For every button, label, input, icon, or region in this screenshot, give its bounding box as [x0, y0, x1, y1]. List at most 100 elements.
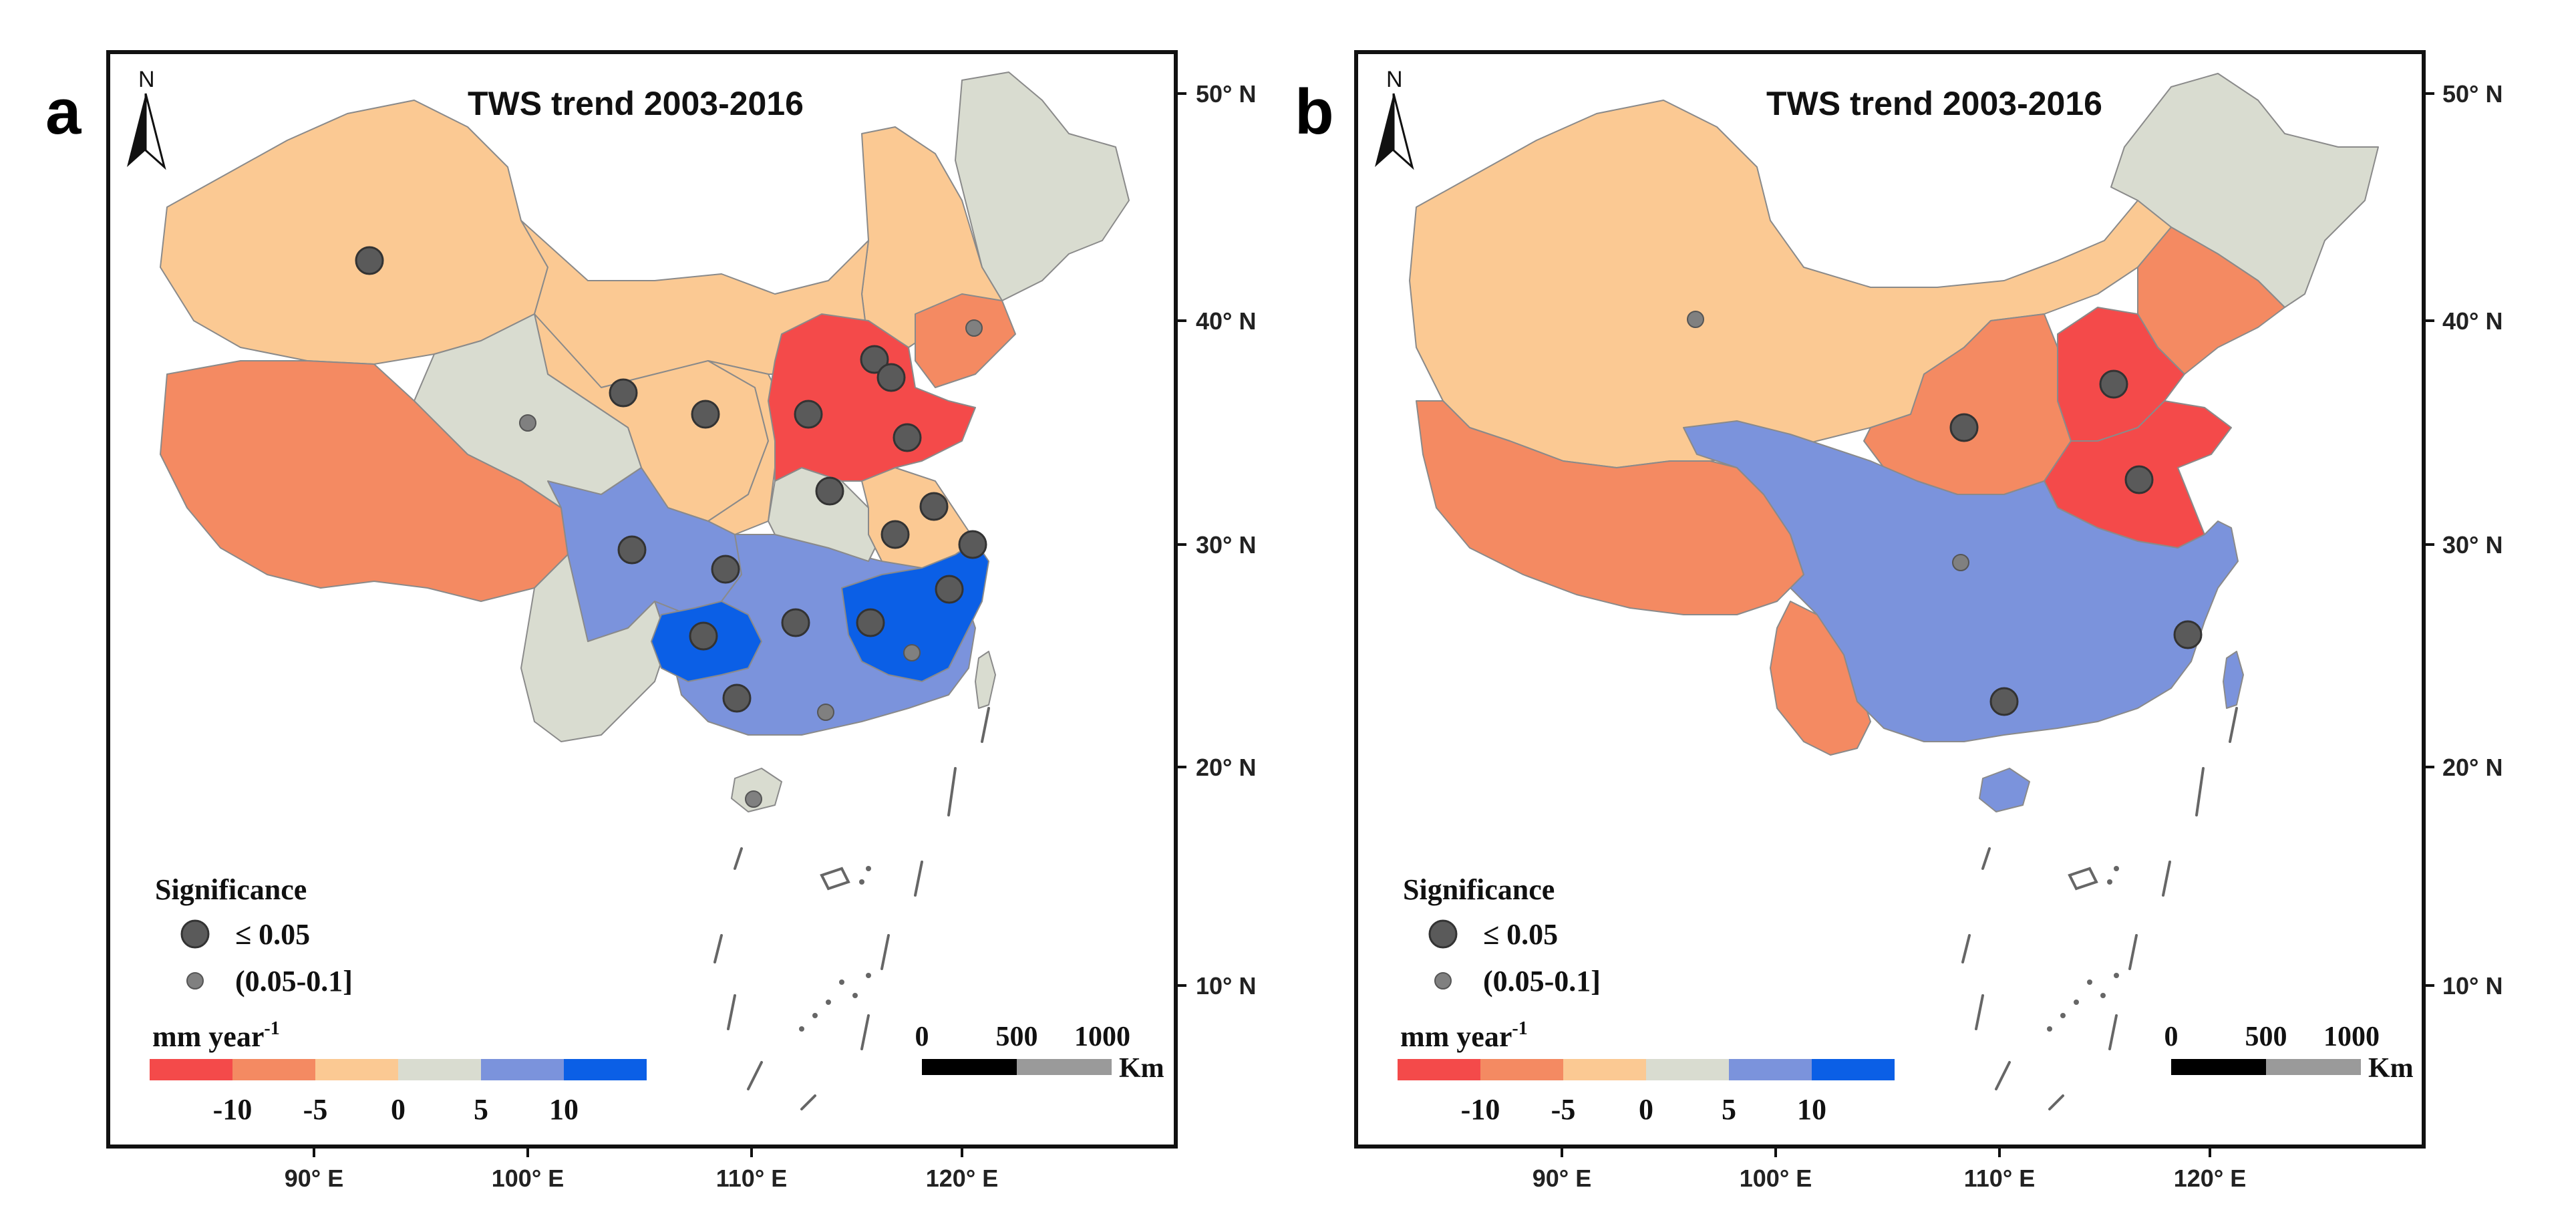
- sig-dot-large: [711, 555, 740, 584]
- lon-labels-a: 90° E 100° E 110° E 120° E: [285, 1147, 998, 1192]
- lat-label: 20° N: [2442, 754, 2503, 781]
- scale-unit: Km: [2368, 1053, 2414, 1084]
- legend-swatch: [1398, 1059, 1480, 1080]
- sig-dot-small: [903, 644, 921, 661]
- sig-dot-small: [817, 704, 834, 721]
- lat-label: 30° N: [1196, 531, 1256, 559]
- region-liaoning-jilin: [2137, 226, 2285, 375]
- sig-dot-large: [355, 246, 384, 275]
- legend-swatch: [1812, 1059, 1895, 1080]
- lon-label: 110° E: [1964, 1165, 2036, 1192]
- legend-swatch: [1646, 1059, 1729, 1080]
- south-china-sea-outline-b: [1961, 707, 2238, 1110]
- lon-label: 120° E: [926, 1165, 998, 1192]
- region-hainan: [731, 768, 782, 812]
- sig-dot-large: [2173, 620, 2203, 649]
- sig-dot-large: [935, 575, 964, 604]
- panel-letter-a: a: [45, 76, 82, 148]
- legend-sig-large-label: ≤ 0.05: [235, 918, 310, 951]
- legend-dot-large: [1428, 919, 1458, 949]
- legend-tick-label: -5: [1551, 1093, 1576, 1126]
- region-taiwan: [975, 651, 996, 709]
- legend-tick-label: 5: [474, 1093, 488, 1126]
- legend-tick-label: -5: [303, 1093, 328, 1126]
- sig-dot-large: [815, 476, 844, 506]
- legend-swatch: [564, 1059, 647, 1080]
- legend-swatch: [1729, 1059, 1812, 1080]
- lon-label: 90° E: [285, 1165, 343, 1192]
- legend-a: Significance ≤ 0.05 (0.05-0.1] mm year-1…: [150, 873, 647, 1126]
- sig-dot-large: [860, 345, 889, 374]
- sig-dot-large: [1949, 413, 1979, 442]
- legend-swatch: [398, 1059, 481, 1080]
- legend-swatch: [1480, 1059, 1563, 1080]
- lat-label: 40° N: [1196, 307, 1256, 335]
- legend-tick-label: 10: [1797, 1093, 1826, 1126]
- north-arrow-icon: [127, 94, 146, 167]
- legend-swatch: [481, 1059, 564, 1080]
- sig-dot-small: [1952, 554, 1969, 571]
- north-arrow-a: N: [127, 67, 166, 170]
- sig-dot-small: [519, 414, 536, 432]
- scale-label: 1000: [1074, 1022, 1130, 1052]
- sig-dot-large: [609, 378, 638, 408]
- region-northeast: [955, 71, 1130, 301]
- sig-dot-large: [856, 608, 885, 637]
- lon-labels-b: 90° E 100° E 110° E 120° E: [1533, 1147, 2246, 1192]
- sig-dot-large: [893, 423, 922, 452]
- panel-letter-b: b: [1295, 76, 1334, 148]
- region-liaoning: [915, 293, 1016, 388]
- sig-dot-large: [1989, 687, 2019, 716]
- lon-label: 120° E: [2174, 1165, 2246, 1192]
- sig-dot-large: [958, 530, 987, 559]
- legend-tick-label: 5: [1722, 1093, 1736, 1126]
- lat-label: 30° N: [2442, 531, 2503, 559]
- panel-a: a: [45, 50, 1256, 1192]
- region-taiwan: [2223, 651, 2244, 709]
- sig-dot-large: [2124, 465, 2154, 494]
- region-northeast: [2110, 73, 2379, 308]
- legend-significance-title: Significance: [155, 873, 307, 906]
- legend-unit-label: mm year-1: [152, 1018, 280, 1053]
- scale-label: 0: [2164, 1022, 2179, 1052]
- scale-segment-black: [922, 1059, 1017, 1075]
- scale-label: 1000: [2323, 1022, 2380, 1052]
- region-hainan: [1979, 768, 2030, 812]
- map-title-b: TWS trend 2003-2016: [1766, 85, 2102, 122]
- sig-dot-large: [794, 400, 823, 429]
- lat-label: 10° N: [2442, 972, 2503, 1000]
- north-arrow-b: N: [1375, 67, 1414, 170]
- legend-dot-small: [1434, 972, 1452, 990]
- sig-dot-small: [965, 319, 983, 337]
- scale-segment-gray: [2266, 1059, 2361, 1075]
- lat-label: 50° N: [1196, 80, 1256, 108]
- sig-dot-small: [1687, 311, 1704, 328]
- legend-swatch: [150, 1059, 232, 1080]
- region-polygons-a: [160, 71, 1130, 812]
- sig-dot-large: [617, 535, 647, 565]
- legend-swatch: [315, 1059, 398, 1080]
- sig-dot-large: [876, 363, 906, 392]
- legend-tick-label: 0: [391, 1093, 406, 1126]
- scale-bar-a: 0 500 1000 Km: [915, 1022, 1164, 1084]
- legend-swatch: [1563, 1059, 1646, 1080]
- south-china-sea-outline-a: [713, 707, 990, 1110]
- sig-dot-large: [919, 492, 949, 521]
- lat-label: 10° N: [1196, 972, 1256, 1000]
- legend-b: Significance ≤ 0.05 (0.05-0.1] mm year-1…: [1398, 873, 1895, 1126]
- legend-tick-label: -10: [1461, 1093, 1500, 1126]
- lon-label: 110° E: [716, 1165, 788, 1192]
- sig-dot-large: [781, 608, 810, 637]
- legend-dot-small: [186, 972, 204, 990]
- sig-dot-small: [745, 790, 762, 808]
- legend-tick-label: 0: [1639, 1093, 1653, 1126]
- scale-bar-b: 0 500 1000 Km: [2164, 1022, 2414, 1084]
- lat-labels-a: 50° N 40° N 30° N 20° N 10° N: [1176, 80, 1256, 1000]
- legend-swatch: [232, 1059, 315, 1080]
- legend-significance-title: Significance: [1403, 873, 1555, 906]
- legend-dot-large: [180, 919, 210, 949]
- sig-dot-large: [691, 400, 720, 429]
- panel-b: b: [1295, 50, 2503, 1192]
- sig-dot-large: [880, 520, 910, 549]
